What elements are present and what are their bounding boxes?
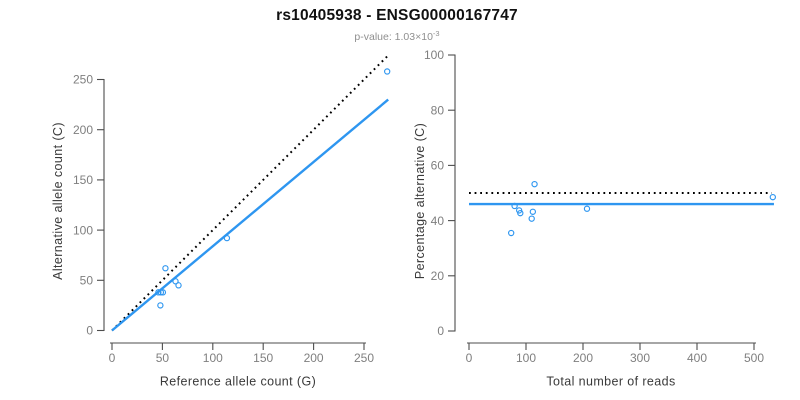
y-tick-label: 0 xyxy=(437,324,444,338)
identity-line xyxy=(111,54,389,332)
data-points xyxy=(508,180,776,237)
y-tick-label: 100 xyxy=(424,48,444,62)
y-axis: 0 20 40 60 80 100 xyxy=(424,48,456,338)
x-tick-label: 0 xyxy=(109,351,116,365)
y-tick-label: 20 xyxy=(431,269,445,283)
x-tick-label: 200 xyxy=(304,351,324,365)
data-point xyxy=(583,205,591,212)
p-value-exponent: -3 xyxy=(432,29,440,38)
x-tick-label: 200 xyxy=(573,351,593,365)
fit-line xyxy=(111,98,389,332)
right-scatter-plot: 0 20 40 60 80 100 0 100 200 300 400 500 Total number… xyxy=(413,48,776,389)
data-point xyxy=(155,289,162,296)
figure-subtitle: p-value: 1.03×10-3 xyxy=(0,29,794,43)
y-tick-label: 80 xyxy=(431,103,445,117)
data-point xyxy=(157,289,165,296)
y-axis: 0 50 100 150 200 250 xyxy=(73,73,105,338)
y-tick-label: 60 xyxy=(431,159,445,173)
x-tick-label: 300 xyxy=(630,351,650,365)
data-point xyxy=(172,278,179,285)
y-axis-title: Alternative allele count (C) xyxy=(51,122,65,280)
x-axis-title: Total number of reads xyxy=(546,375,675,389)
data-point xyxy=(529,208,537,215)
y-axis-title: Percentage alternative (C) xyxy=(413,123,427,279)
data-point xyxy=(175,282,182,289)
data-point xyxy=(162,265,169,272)
data-point xyxy=(159,289,167,296)
x-tick-label: 400 xyxy=(687,351,707,365)
y-tick-label: 0 xyxy=(86,324,93,338)
data-point xyxy=(517,209,524,217)
data-point xyxy=(511,202,518,210)
x-axis-title: Reference allele count (G) xyxy=(160,375,316,389)
x-tick-label: 100 xyxy=(516,351,536,365)
x-tick-label: 100 xyxy=(203,351,223,365)
p-value-text: p-value: 1.03×10 xyxy=(354,31,433,43)
y-tick-label: 100 xyxy=(73,223,93,237)
data-points xyxy=(155,68,391,309)
x-tick-label: 0 xyxy=(466,351,473,365)
x-axis: 0 100 200 300 400 500 xyxy=(466,342,764,365)
x-tick-label: 250 xyxy=(354,351,374,365)
figure-title: rs10405938 - ENSG00000167747 xyxy=(276,7,518,24)
data-point xyxy=(528,215,535,222)
x-tick-label: 150 xyxy=(253,351,273,365)
x-tick-label: 500 xyxy=(744,351,764,365)
y-tick-label: 150 xyxy=(73,173,93,187)
data-point xyxy=(769,193,776,201)
y-tick-label: 50 xyxy=(80,274,94,288)
data-point xyxy=(157,302,164,309)
x-axis: 0 50 100 150 200 250 xyxy=(109,342,374,365)
x-tick-label: 50 xyxy=(156,351,170,365)
y-tick-label: 40 xyxy=(431,214,445,228)
y-tick-label: 200 xyxy=(73,123,93,137)
y-tick-label: 250 xyxy=(73,73,93,87)
data-point xyxy=(508,229,515,237)
left-scatter-plot: 0 50 100 150 200 250 0 50 100 150 200 250 Reference … xyxy=(51,54,391,389)
data-point xyxy=(223,234,231,242)
data-point xyxy=(531,180,538,188)
data-point xyxy=(384,68,391,75)
